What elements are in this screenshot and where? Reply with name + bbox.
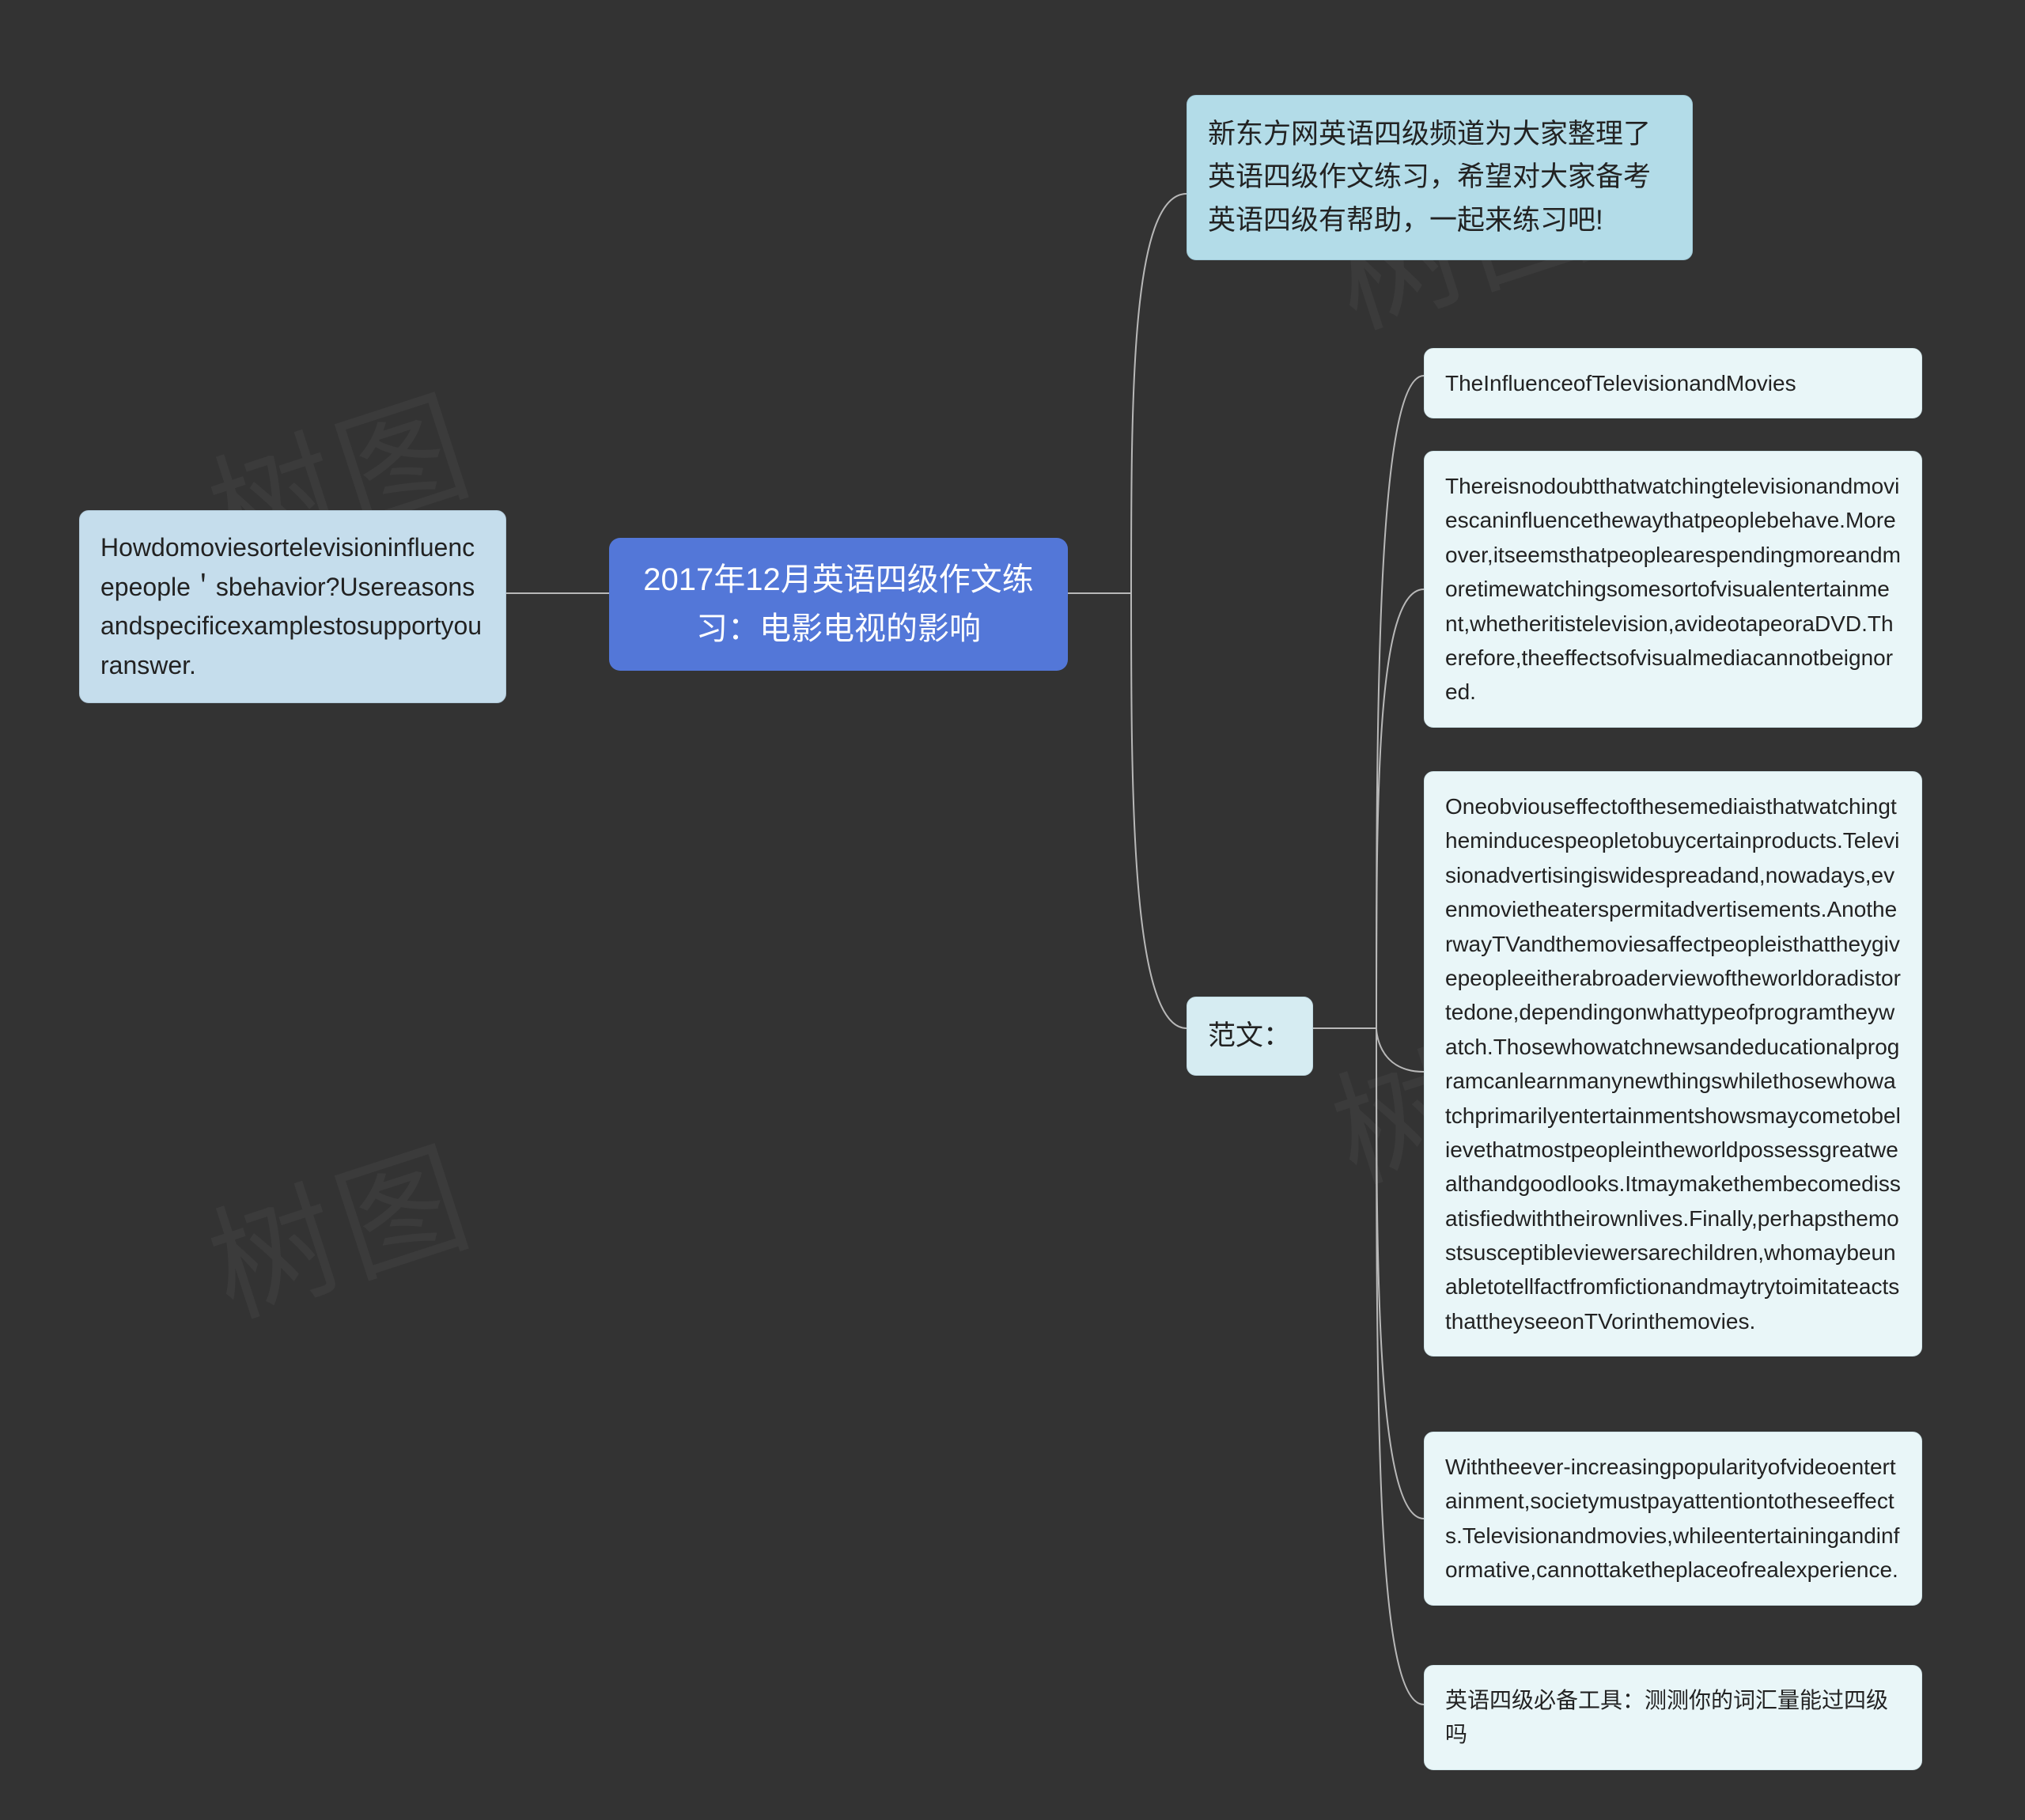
section-node: 范文：	[1187, 997, 1313, 1076]
leaf-text-3: Oneobviouseffectofthesemediaisthatwatchi…	[1445, 794, 1901, 1334]
section-label: 范文：	[1208, 1020, 1291, 1051]
leaf-text-4: Withtheever-increasingpopularityofvideoe…	[1445, 1455, 1899, 1582]
intro-node: 新东方网英语四级频道为大家整理了英语四级作文练习，希望对大家备考英语四级有帮助，…	[1187, 95, 1693, 260]
leaf-text-2: Thereisnodoubtthatwatchingtelevisionandm…	[1445, 474, 1901, 704]
leaf-node-4: Withtheever-increasingpopularityofvideoe…	[1424, 1432, 1922, 1606]
watermark: 树图	[184, 1095, 493, 1351]
leaf-text-1: TheInfluenceofTelevisionandMovies	[1445, 371, 1796, 395]
center-title: 2017年12月英语四级作文练习：电影电视的影响	[643, 562, 1033, 646]
intro-text: 新东方网英语四级频道为大家整理了英语四级作文练习，希望对大家备考英语四级有帮助，…	[1208, 119, 1651, 236]
leaf-node-5: 英语四级必备工具：测测你的词汇量能过四级吗	[1424, 1665, 1922, 1770]
leaf-node-1: TheInfluenceofTelevisionandMovies	[1424, 348, 1922, 418]
center-node: 2017年12月英语四级作文练习：电影电视的影响	[609, 538, 1068, 671]
prompt-text: Howdomoviesortelevisioninfluencepeople＇s…	[100, 533, 482, 679]
leaf-node-2: Thereisnodoubtthatwatchingtelevisionandm…	[1424, 451, 1922, 728]
leaf-node-3: Oneobviouseffectofthesemediaisthatwatchi…	[1424, 771, 1922, 1356]
prompt-node: Howdomoviesortelevisioninfluencepeople＇s…	[79, 510, 506, 703]
leaf-text-5: 英语四级必备工具：测测你的词汇量能过四级吗	[1445, 1688, 1888, 1746]
